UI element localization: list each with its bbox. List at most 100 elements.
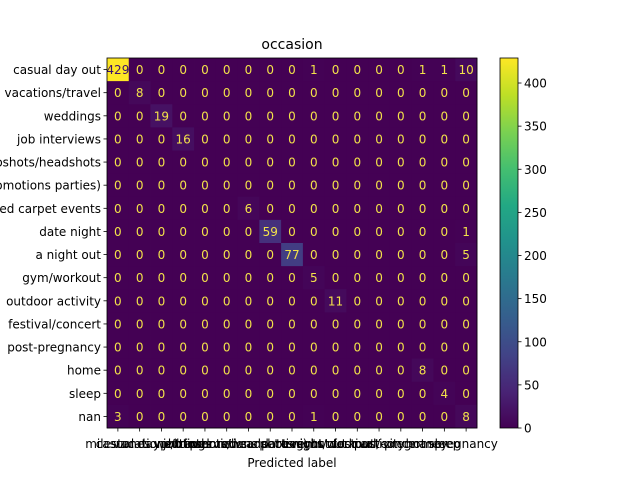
heatmap-cell bbox=[302, 266, 326, 290]
heatmap-cell bbox=[433, 243, 456, 267]
x-tick-label: weddings bbox=[155, 437, 212, 451]
heatmap-cell bbox=[259, 289, 282, 313]
cell-value-label: 0 bbox=[462, 156, 470, 170]
heatmap-cell bbox=[128, 289, 151, 313]
heatmap-cell bbox=[172, 358, 195, 383]
heatmap-cell bbox=[389, 358, 413, 383]
cell-value-label: 0 bbox=[266, 410, 274, 424]
y-tick-label: red carpet events bbox=[0, 202, 101, 216]
heatmap-cell bbox=[302, 219, 326, 244]
heatmap-cell bbox=[150, 312, 173, 336]
cell-value-label: 0 bbox=[288, 225, 296, 239]
cell-value-label: 0 bbox=[353, 364, 361, 378]
heatmap-cell bbox=[411, 127, 434, 151]
heatmap-cell bbox=[194, 173, 217, 198]
heatmap-cell bbox=[302, 335, 326, 360]
y-tick-label: outdoor activity bbox=[6, 294, 101, 308]
heatmap-cell bbox=[237, 266, 260, 290]
x-tick-label: vacations/travel bbox=[113, 437, 210, 451]
cell-value-label: 0 bbox=[397, 271, 405, 285]
heatmap-cell bbox=[215, 150, 238, 175]
cell-value-label: 0 bbox=[332, 156, 340, 170]
heatmap-cell bbox=[411, 266, 434, 290]
heatmap-cell bbox=[215, 266, 238, 290]
heatmap-cell bbox=[389, 381, 413, 406]
heatmap-cell bbox=[281, 173, 304, 198]
heatmap-cell bbox=[215, 81, 238, 105]
cell-value-label: 0 bbox=[158, 63, 166, 77]
heatmap-cell bbox=[346, 173, 369, 198]
cell-value-label: 0 bbox=[179, 225, 187, 239]
heatmap-cell bbox=[455, 150, 478, 175]
heatmap-cell bbox=[128, 127, 151, 151]
cell-value-label: 0 bbox=[310, 179, 318, 193]
cell-value-label: 0 bbox=[114, 109, 122, 123]
cell-value-label: 0 bbox=[245, 248, 253, 262]
cell-value-label: 0 bbox=[310, 202, 318, 216]
heatmap-cell bbox=[150, 358, 173, 383]
heatmap-cell bbox=[172, 173, 195, 198]
heatmap-cell bbox=[324, 196, 347, 221]
heatmap-cell bbox=[389, 196, 413, 221]
heatmap-cell bbox=[433, 381, 456, 406]
cell-value-label: 0 bbox=[179, 86, 187, 100]
heatmap-cell bbox=[302, 289, 326, 313]
colorbar-tick-label: 50 bbox=[524, 378, 539, 392]
heatmap-cell bbox=[237, 58, 260, 82]
heatmap-cell bbox=[368, 358, 391, 383]
heatmap-cell bbox=[324, 104, 347, 128]
heatmap-cell bbox=[259, 266, 282, 290]
cell-value-label: 0 bbox=[441, 248, 449, 262]
x-tick-label: festival/concert bbox=[333, 437, 426, 451]
heatmap-cell bbox=[389, 266, 413, 290]
heatmap-cell bbox=[281, 150, 304, 175]
cell-value-label: 0 bbox=[179, 248, 187, 262]
cell-value-label: 0 bbox=[158, 364, 166, 378]
cell-value-label: 0 bbox=[223, 202, 231, 216]
heatmap-cell bbox=[172, 58, 195, 82]
heatmap-cell bbox=[150, 150, 173, 175]
x-tick-label: sleep bbox=[428, 437, 460, 451]
heatmap-cell bbox=[237, 335, 260, 360]
heatmap-cell bbox=[172, 127, 195, 151]
cell-value-label: 0 bbox=[266, 109, 274, 123]
cell-value-label: 0 bbox=[266, 156, 274, 170]
cell-value-label: 0 bbox=[375, 410, 383, 424]
cell-value-label: 0 bbox=[266, 271, 274, 285]
heatmap-cell bbox=[128, 150, 151, 175]
heatmap-cell bbox=[455, 289, 478, 313]
cell-value-label: 0 bbox=[441, 86, 449, 100]
cell-value-label: 0 bbox=[223, 63, 231, 77]
heatmap-cell bbox=[281, 335, 304, 360]
cell-value-label: 0 bbox=[201, 341, 209, 355]
heatmap-cell bbox=[128, 358, 151, 383]
cell-value-label: 0 bbox=[158, 179, 166, 193]
heatmap-cell bbox=[281, 81, 304, 105]
heatmap-cell bbox=[194, 58, 217, 82]
cell-value-label: 0 bbox=[441, 294, 449, 308]
cell-value-label: 0 bbox=[201, 317, 209, 331]
heatmap-cell bbox=[150, 243, 173, 267]
heatmap-cell bbox=[455, 335, 478, 360]
cell-value-label: 0 bbox=[462, 202, 470, 216]
heatmap-cell bbox=[172, 404, 195, 429]
cell-value-label: 0 bbox=[114, 202, 122, 216]
cell-value-label: 0 bbox=[266, 132, 274, 146]
heatmap-cell bbox=[215, 381, 238, 406]
cell-value-label: 0 bbox=[245, 109, 253, 123]
heatmap-cell bbox=[128, 196, 151, 221]
heatmap-cell bbox=[324, 266, 347, 290]
cell-value-label: 0 bbox=[201, 271, 209, 285]
cell-value-label: 0 bbox=[419, 179, 427, 193]
heatmap-cell bbox=[302, 312, 326, 336]
heatmap-cell bbox=[389, 104, 413, 128]
cell-value-label: 0 bbox=[201, 179, 209, 193]
cell-value-label: 0 bbox=[375, 271, 383, 285]
x-tick-label: home bbox=[406, 437, 440, 451]
cell-value-label: 0 bbox=[201, 132, 209, 146]
heatmap-cell bbox=[259, 58, 282, 82]
cell-value-label: 0 bbox=[179, 156, 187, 170]
cell-value-label: 0 bbox=[136, 248, 144, 262]
cell-value-label: 0 bbox=[419, 248, 427, 262]
heatmap-cell bbox=[302, 196, 326, 221]
